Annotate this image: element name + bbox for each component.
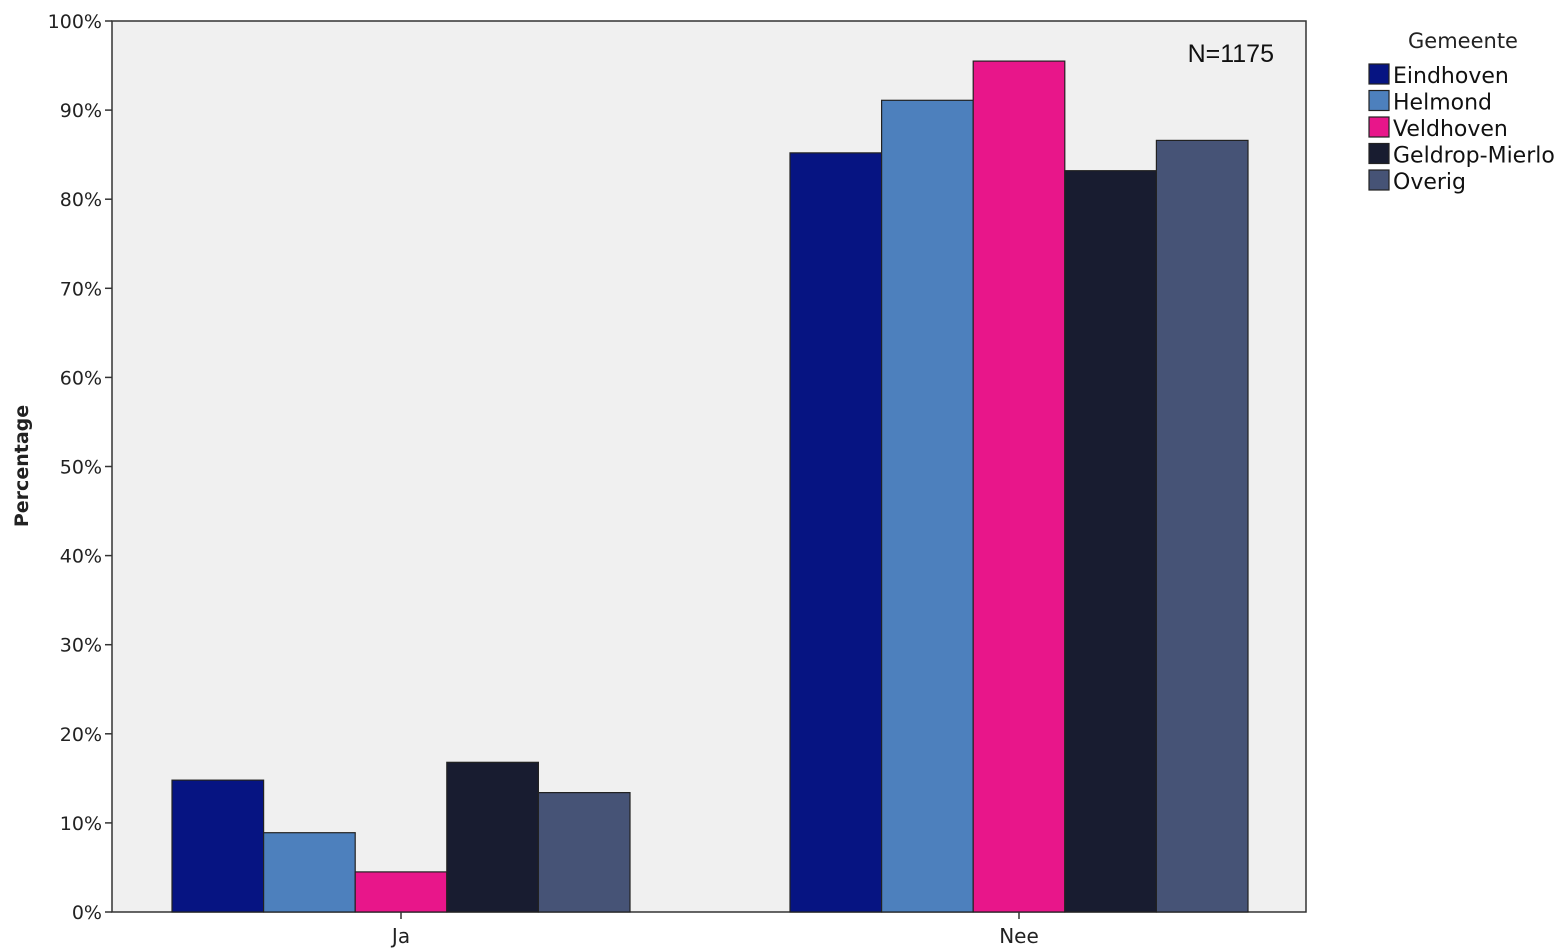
x-category-label: Ja [390,924,410,948]
legend-swatch [1368,89,1390,112]
y-tick-label: 100% [48,11,102,33]
legend-label: Geldrop-Mierlo [1393,144,1555,169]
legend-label: Overig [1393,170,1466,195]
bar-ja-overig [537,792,631,913]
legend-title: Gemeente [1408,29,1518,53]
legend-label: Veldhoven [1393,117,1508,142]
bar-nee-helmond [880,99,974,913]
y-tick-label: 10% [60,813,102,835]
y-tick-label: 20% [60,724,102,746]
legend-swatch [1368,63,1390,85]
y-tick-label: 80% [60,189,102,211]
y-tick-label: 0% [72,902,102,924]
sample-size-annotation: N=1175 [1188,40,1274,68]
legend-swatch [1368,116,1390,138]
legend: Gemeente EindhovenHelmondVeldhovenGeldro… [1368,29,1555,195]
legend-swatch [1368,142,1390,165]
bar-nee-veldhoven [972,60,1066,913]
y-tick-label: 50% [60,457,102,479]
bar-nee-eindhoven [789,152,883,913]
bar-ja-helmond [263,832,356,913]
legend-label: Eindhoven [1393,64,1509,89]
x-axis-categories: Ja Nee [390,912,1039,948]
bar-nee-overig [1155,139,1249,913]
bar-ja-eindhoven [171,779,265,913]
legend-label: Helmond [1393,91,1492,116]
bar-ja-veldhoven [354,871,448,913]
legend-swatch [1368,169,1390,191]
bar-nee-geldrop-mierlo [1064,170,1158,913]
y-tick-label: 30% [60,635,102,657]
x-category-label: Nee [999,924,1039,948]
y-tick-label: 70% [60,278,102,300]
bar-ja-geldrop-mierlo [446,761,539,913]
y-tick-label: 60% [60,367,102,389]
y-axis-title: Percentage [11,405,33,527]
y-tick-label: 40% [60,546,102,568]
y-tick-label: 90% [60,100,102,122]
bars [171,60,1249,913]
y-axis-ticks: 0% 10% 20% 30% 40% 50% 60% 70% 80% 90% 100% [48,11,112,924]
